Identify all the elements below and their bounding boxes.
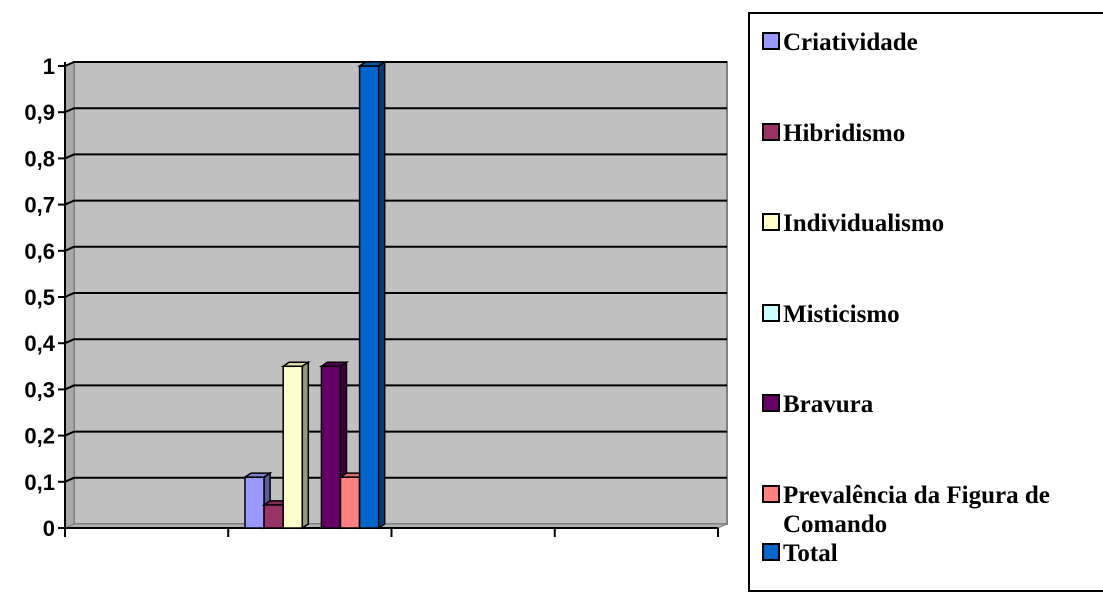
legend-swatch (762, 543, 780, 561)
gridline (64, 107, 727, 114)
legend-item: Misticismo (762, 300, 1103, 329)
y-tick-label: 0 (43, 516, 55, 541)
legend-label: Total (783, 540, 838, 567)
legend-swatch (762, 484, 780, 503)
y-tick-label: 0,7 (24, 193, 55, 218)
legend-swatch (762, 394, 780, 412)
legend-label: Individualismo (783, 210, 945, 237)
legend-label: Criatividade (783, 29, 918, 56)
legend-item: Prevalência da Figura de Comando (762, 481, 1103, 539)
bar-individualismo (280, 360, 311, 530)
gridline (64, 338, 727, 345)
gridline (64, 430, 727, 437)
legend-swatch (762, 32, 780, 50)
bar-group (242, 60, 388, 530)
y-tick-label: 1 (43, 54, 55, 79)
plot-area (64, 61, 728, 537)
y-tick-label: 0,1 (24, 470, 55, 495)
y-tick-label: 0,6 (24, 239, 55, 264)
gridline (64, 199, 727, 206)
legend-label: Misticismo (783, 300, 900, 328)
legend-item: Bravura (762, 390, 1103, 419)
legend-item: Criatividade (762, 28, 1103, 57)
legend-item: Individualismo (762, 209, 1103, 238)
legend-swatch (762, 122, 780, 141)
bar-total (357, 60, 388, 530)
gridline (64, 384, 727, 391)
legend-item: Hibridismo (762, 119, 1103, 148)
y-tick-label: 0,3 (24, 377, 55, 402)
legend-item: Total (762, 539, 1103, 568)
y-tick-label: 0,5 (24, 285, 55, 310)
gridline (64, 476, 727, 483)
legend-label: Hibridismo (783, 119, 906, 147)
gridline (64, 245, 727, 252)
legend-label: Bravura (783, 391, 874, 418)
y-tick-label: 0,9 (24, 100, 55, 125)
y-axis-tick-labels: 0 0,1 0,2 0,3 0,4 0,5 0,6 0,7 0,8 0,9 1 (24, 54, 65, 541)
legend-label: Prevalência da Figura de Comando (783, 481, 1050, 538)
gridline (64, 153, 727, 160)
gridline (64, 61, 727, 67)
y-tick-label: 0,8 (24, 146, 55, 171)
legend: Criatividade Hibridismo Individualismo Mist… (748, 12, 1103, 592)
y-tick-label: 0,2 (24, 424, 55, 449)
legend-swatch (762, 303, 780, 322)
legend-swatch (762, 213, 780, 231)
y-tick-label: 0,4 (24, 331, 55, 356)
bar-criatividade (242, 471, 273, 530)
bar-chart: 0 0,1 0,2 0,3 0,4 0,5 0,6 0,7 0,8 0,9 1 (24, 54, 728, 541)
gridline (64, 292, 727, 298)
